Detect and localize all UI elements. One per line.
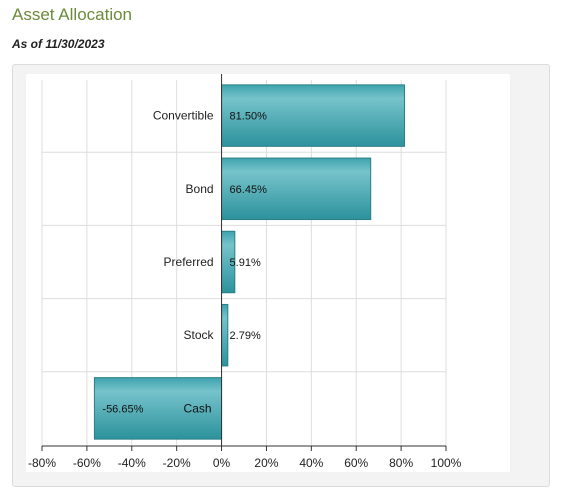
bars: [93, 84, 405, 440]
category-label: Cash: [184, 401, 212, 415]
bar-bond: [221, 157, 372, 221]
x-tick-label: 20%: [254, 456, 278, 470]
as-of-date: As of 11/30/2023: [12, 37, 105, 51]
data-label: 66.45%: [230, 184, 268, 196]
x-tick-label: 0%: [213, 456, 231, 470]
category-label: Bond: [186, 182, 214, 196]
x-tick-label: 100%: [431, 456, 462, 470]
data-label: 81.50%: [230, 111, 268, 123]
x-tick-label: -80%: [28, 456, 56, 470]
bar-convertible: [221, 84, 405, 147]
category-label: Preferred: [164, 255, 214, 269]
labels: -80% -40% -20% 0% 20% 40% 60% 80% 100% -60% Conver…: [28, 109, 462, 470]
data-label: 5.91%: [230, 257, 261, 269]
axes: [41, 74, 447, 451]
x-tick-label: -40%: [118, 456, 146, 470]
category-label: Stock: [184, 328, 215, 342]
x-tick-label: 80%: [389, 456, 413, 470]
x-tick-label: 60%: [344, 456, 368, 470]
category-label: Convertible: [153, 109, 214, 123]
data-label: 2.79%: [230, 330, 261, 342]
x-tick-label: -20%: [163, 456, 191, 470]
x-tick-label-minus-60: -60%: [73, 456, 101, 470]
page-title: Asset Allocation: [12, 5, 133, 24]
x-tick-label: 40%: [299, 456, 323, 470]
bar-cash: [93, 377, 223, 440]
bar-stock: [221, 303, 229, 367]
data-label: -56.65%: [102, 403, 143, 415]
